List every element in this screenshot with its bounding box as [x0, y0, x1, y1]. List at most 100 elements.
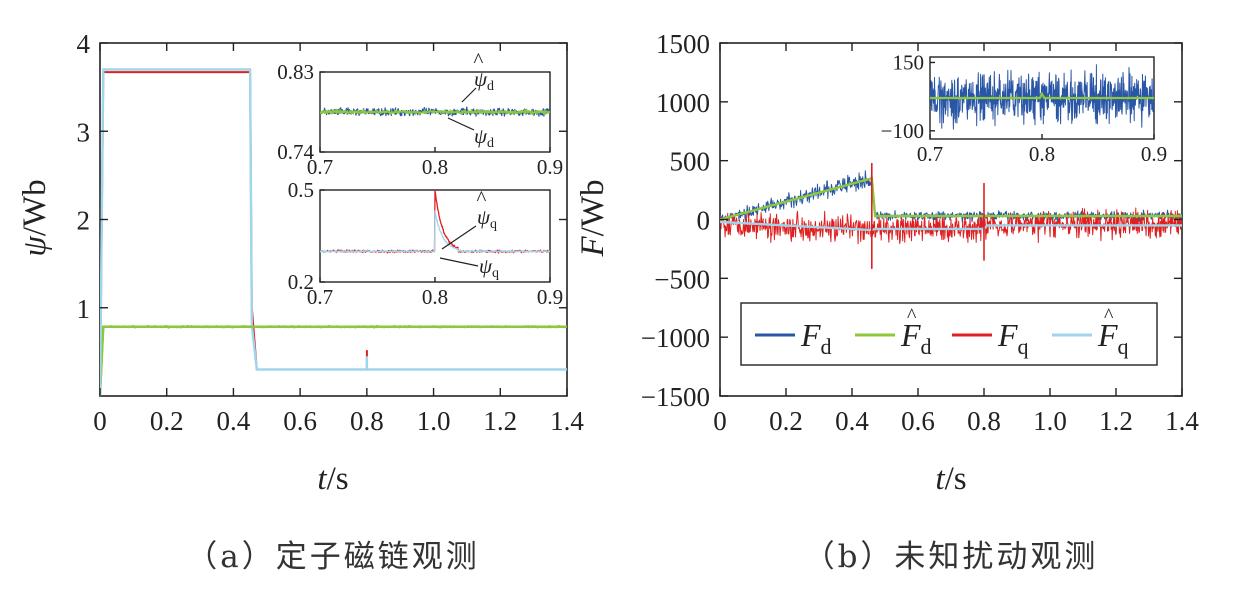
panel-b: 0 0.2 0.4 0.6 0.8 1.0 1.2 1.4 1500 1000 500 0 −500 −…: [575, 29, 1199, 575]
x-tick-label: 0.7: [307, 155, 333, 179]
series-Fd: [720, 170, 1182, 223]
panel-a-ylabel-var: ψ: [17, 236, 53, 257]
series-Fd_hat: [720, 176, 1182, 221]
y-tick-label: 0.2: [288, 270, 314, 294]
x-tick-label: 1.2: [1099, 406, 1133, 436]
series-Fq_hat: [720, 220, 1182, 232]
y-tick-label: −100: [881, 119, 924, 143]
x-tick-label: 0.9: [537, 155, 563, 179]
annotation-leader: [447, 117, 475, 131]
panel-a: 0 0.2 0.4 0.6 0.8 1.0 1.2 1.4 1 2 3 4 ψ/Wb t/s 0.7…: [17, 29, 584, 575]
series-psi_d_hat-noise: [103, 324, 567, 329]
panel-a-caption: （a）定子磁链观测: [186, 539, 479, 575]
panel-b-xlabel-var: t: [935, 461, 945, 497]
annotation-psi-d-hat: ψd: [474, 67, 494, 94]
x-tick-label: 0.8: [1029, 142, 1055, 166]
x-tick-label: 1.4: [1165, 406, 1199, 436]
inset-series-psi_d_hat: [320, 108, 550, 116]
x-tick-label: 1.4: [550, 406, 584, 436]
panel-b-inset-series: [930, 64, 1154, 130]
panel-a-inset-d-ticks: 0.7 0.8 0.9 0.83 0.74: [277, 60, 563, 179]
y-tick-label: −500: [654, 264, 710, 294]
panel-a-inset-q-series: [320, 190, 550, 254]
x-tick-label: 0.4: [217, 406, 251, 436]
y-tick-label: −1000: [641, 323, 710, 353]
x-tick-label: 0.8: [422, 285, 448, 309]
x-tick-label: 0.9: [537, 285, 563, 309]
x-tick-label: 0.9: [1141, 142, 1167, 166]
panel-b-xlabel: t/s: [935, 461, 966, 497]
x-tick-label: 0.7: [917, 142, 943, 166]
x-tick-label: 0.7: [307, 285, 333, 309]
y-tick-label: 2: [77, 206, 91, 236]
panel-a-xlabel: t/s: [317, 461, 348, 497]
x-tick-label: 1.2: [483, 406, 517, 436]
panel-a-inset-q: 0.7 0.8 0.9 0.5 0.2 ψq ^ ψq: [288, 178, 563, 309]
hat-mark: ^: [476, 186, 487, 210]
x-tick-label: 0: [713, 406, 727, 436]
inset-series-Fd: [930, 64, 1154, 130]
legend-hat-mark: ^: [907, 305, 917, 327]
annotation-psi-d: ψd: [474, 124, 494, 151]
panel-a-inset-q-ticks: 0.7 0.8 0.9 0.5 0.2: [288, 178, 563, 309]
x-tick-label: 1.0: [1033, 406, 1067, 436]
y-tick-label: 1500: [656, 29, 710, 59]
x-tick-label: 0.2: [769, 406, 803, 436]
annotation-leader: [441, 225, 477, 250]
legend-label-Fq_hat: Fq: [1097, 317, 1129, 359]
inset-series-psi_q_hat: [320, 210, 550, 253]
legend-label-Fq: Fq: [997, 317, 1029, 359]
x-tick-label: 0.8: [422, 155, 448, 179]
y-tick-label: 500: [670, 147, 711, 177]
panel-b-caption: （b）未知扰动观测: [804, 539, 1099, 575]
inset-series-Fd_hat: [930, 91, 1154, 100]
panel-b-ylabel-unit: /Wb: [575, 180, 611, 237]
y-tick-label: 1000: [656, 88, 710, 118]
legend-label-Fd: Fd: [800, 317, 832, 359]
y-tick-label: 150: [893, 50, 925, 74]
y-tick-label: −1500: [641, 382, 710, 412]
legend-label-Fd_hat: Fd: [900, 317, 932, 359]
panel-b-ylabel: F/Wb: [575, 180, 611, 258]
x-tick-label: 0.6: [901, 406, 935, 436]
annotation-psi-q-hat: ψq: [477, 205, 497, 232]
x-tick-label: 0: [93, 406, 107, 436]
y-tick-label: 0.83: [277, 60, 314, 84]
panel-a-series-group: [100, 68, 567, 396]
y-tick-label: 0: [697, 206, 711, 236]
legend-items: Fd Fd^Fq Fq^: [755, 305, 1129, 359]
panel-a-inset-d-series: [320, 106, 550, 117]
series-psi_q_hat: [100, 68, 567, 396]
x-tick-label: 1.0: [417, 406, 451, 436]
y-tick-label: 0.74: [277, 140, 314, 164]
series-psi_d_hat: [100, 325, 567, 396]
panel-b-series-group: [720, 163, 1182, 269]
panel-a-y-ticks: 1 2 3 4: [77, 29, 567, 324]
panel-b-xlabel-unit: /s: [945, 461, 967, 497]
legend-hat-mark: ^: [1104, 305, 1114, 327]
y-tick-label: 3: [77, 117, 91, 147]
x-tick-label: 0.6: [283, 406, 317, 436]
panel-b-inset: 0.7 0.8 0.9 150 −100: [881, 50, 1167, 166]
annotation-leader: [439, 257, 479, 267]
panel-b-legend: Fd Fd^Fq Fq^: [740, 302, 1158, 366]
x-tick-label: 0.4: [835, 406, 869, 436]
y-tick-label: 4: [77, 29, 91, 59]
panel-a-xlabel-unit: /s: [327, 461, 349, 497]
panel-b-inset-ticks: 0.7 0.8 0.9 150 −100: [881, 50, 1167, 166]
y-tick-label: 0.5: [288, 178, 314, 202]
annotation-leader: [461, 87, 477, 103]
x-tick-label: 0.8: [350, 406, 384, 436]
hat-mark: ^: [473, 48, 484, 72]
annotation-psi-q: ψq: [479, 254, 499, 281]
x-tick-label: 0.2: [150, 406, 184, 436]
panel-b-x-ticks: 0 0.2 0.4 0.6 0.8 1.0 1.2 1.4: [713, 43, 1199, 436]
panel-b-y-ticks: 1500 1000 500 0 −500 −1000 −1500: [641, 29, 1182, 412]
series-psi_d: [100, 325, 567, 396]
panel-a-ylabel: ψ/Wb: [17, 179, 53, 256]
panel-a-xlabel-var: t: [317, 461, 327, 497]
x-tick-label: 0.8: [967, 406, 1001, 436]
panel-a-x-ticks: 0 0.2 0.4 0.6 0.8 1.0 1.2 1.4: [93, 43, 584, 436]
y-tick-label: 1: [77, 294, 91, 324]
